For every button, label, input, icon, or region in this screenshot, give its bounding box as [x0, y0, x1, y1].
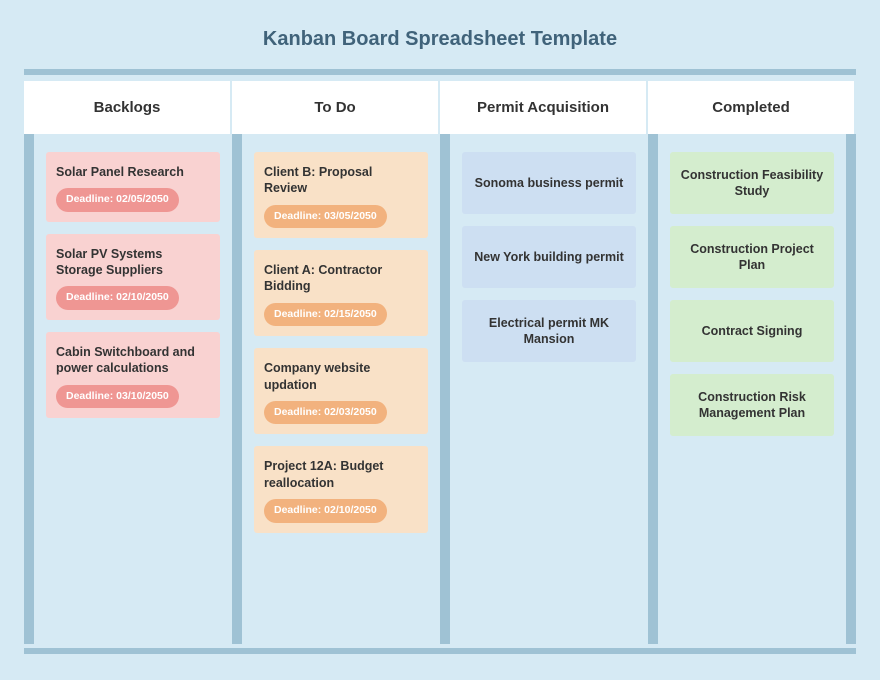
page-title: Kanban Board Spreadsheet Template — [24, 28, 856, 51]
card-title: Construction Feasibility Study — [680, 167, 824, 200]
column-completed: Completed Construction Feasibility Study… — [648, 81, 856, 644]
column-body-completed: Construction Feasibility Study Construct… — [648, 134, 856, 644]
column-backlogs: Backlogs Solar Panel Research Deadline: … — [24, 81, 232, 644]
column-permit: Permit Acquisition Sonoma business permi… — [440, 81, 648, 644]
kanban-board: Backlogs Solar Panel Research Deadline: … — [24, 81, 856, 644]
deadline-badge: Deadline: 02/03/2050 — [264, 401, 387, 425]
card-title: Cabin Switchboard and power calculations — [56, 344, 210, 377]
card-title: Construction Risk Management Plan — [680, 389, 824, 422]
card-title: Construction Project Plan — [680, 241, 824, 274]
deadline-badge: Deadline: 03/05/2050 — [264, 205, 387, 229]
column-header-completed: Completed — [648, 81, 856, 134]
column-header-todo: To Do — [232, 81, 440, 134]
card-title: New York building permit — [474, 249, 624, 265]
deadline-badge: Deadline: 02/10/2050 — [56, 286, 179, 310]
deadline-badge: Deadline: 03/10/2050 — [56, 385, 179, 409]
header-accent-bar — [24, 69, 856, 75]
kanban-card[interactable]: Client B: Proposal Review Deadline: 03/0… — [254, 152, 428, 238]
column-todo: To Do Client B: Proposal Review Deadline… — [232, 81, 440, 644]
card-title: Solar Panel Research — [56, 164, 210, 180]
card-title: Electrical permit MK Mansion — [472, 315, 626, 348]
kanban-card[interactable]: Project 12A: Budget reallocation Deadlin… — [254, 446, 428, 532]
card-title: Client A: Contractor Bidding — [264, 262, 418, 295]
kanban-card[interactable]: Electrical permit MK Mansion — [462, 300, 636, 362]
deadline-badge: Deadline: 02/15/2050 — [264, 303, 387, 327]
kanban-card[interactable]: Construction Feasibility Study — [670, 152, 834, 214]
column-header-permit: Permit Acquisition — [440, 81, 648, 134]
column-header-backlogs: Backlogs — [24, 81, 232, 134]
kanban-card[interactable]: Sonoma business permit — [462, 152, 636, 214]
footer-accent-bar — [24, 648, 856, 654]
column-body-permit: Sonoma business permit New York building… — [440, 134, 648, 644]
kanban-card[interactable]: Company website updation Deadline: 02/03… — [254, 348, 428, 434]
card-title: Contract Signing — [702, 323, 803, 339]
kanban-card[interactable]: Cabin Switchboard and power calculations… — [46, 332, 220, 418]
kanban-card[interactable]: Solar PV Systems Storage Suppliers Deadl… — [46, 234, 220, 320]
kanban-card[interactable]: Construction Risk Management Plan — [670, 374, 834, 436]
column-body-todo: Client B: Proposal Review Deadline: 03/0… — [232, 134, 440, 644]
kanban-card[interactable]: Construction Project Plan — [670, 226, 834, 288]
card-title: Client B: Proposal Review — [264, 164, 418, 197]
card-title: Project 12A: Budget reallocation — [264, 458, 418, 491]
kanban-card[interactable]: Contract Signing — [670, 300, 834, 362]
column-body-backlogs: Solar Panel Research Deadline: 02/05/205… — [24, 134, 232, 644]
kanban-card[interactable]: New York building permit — [462, 226, 636, 288]
deadline-badge: Deadline: 02/10/2050 — [264, 499, 387, 523]
card-title: Company website updation — [264, 360, 418, 393]
kanban-card[interactable]: Solar Panel Research Deadline: 02/05/205… — [46, 152, 220, 222]
kanban-card[interactable]: Client A: Contractor Bidding Deadline: 0… — [254, 250, 428, 336]
card-title: Solar PV Systems Storage Suppliers — [56, 246, 210, 279]
card-title: Sonoma business permit — [475, 175, 624, 191]
deadline-badge: Deadline: 02/05/2050 — [56, 188, 179, 212]
